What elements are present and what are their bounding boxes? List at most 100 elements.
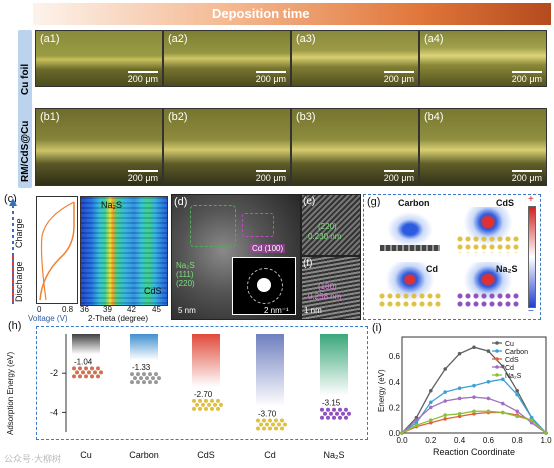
h-atom xyxy=(96,366,100,371)
h-bar-3 xyxy=(256,334,284,407)
h-atom xyxy=(277,422,281,427)
scale-bar: 200 μm xyxy=(511,170,542,183)
h-atom xyxy=(210,398,214,403)
i-series-line-0 xyxy=(401,346,547,434)
panel-e-plane: (220) xyxy=(318,222,337,231)
xrd-heatmap xyxy=(80,196,168,306)
colorbar xyxy=(528,206,536,308)
voltage-axis-label: Voltage (V) xyxy=(28,314,68,323)
h-atom xyxy=(219,402,223,407)
voltage-tick-1: 0.8 xyxy=(62,305,74,314)
i-x-tick-label: 0.0 xyxy=(396,436,408,445)
h-atom xyxy=(274,418,278,423)
panel-i-label: (i) xyxy=(372,322,382,334)
h-atom xyxy=(332,407,336,412)
i-x-tick-label: 0.8 xyxy=(512,436,524,445)
theta-axis-label: 2-Theta (degree) xyxy=(88,314,149,323)
h-atom xyxy=(274,426,278,431)
h-atom xyxy=(142,380,146,385)
panel-label: (a1) xyxy=(40,33,60,45)
h-atom xyxy=(213,402,217,407)
h-atom xyxy=(75,370,79,375)
panel-label: (a4) xyxy=(424,33,444,45)
charge-density-na2s xyxy=(452,262,524,312)
h-atom xyxy=(90,366,94,371)
h-atom xyxy=(84,366,88,371)
i-y-tick-label: 0.4 xyxy=(389,378,401,387)
side-label-rm: RM/CdS@Cu xyxy=(20,120,31,182)
scale-bar: 200 μm xyxy=(127,71,158,84)
na2s-tem-label: Na₂S xyxy=(176,261,195,270)
scale-bar: 200 μm xyxy=(511,71,542,84)
i-point xyxy=(443,399,447,403)
h-atom xyxy=(332,415,336,420)
theta-tick-45: 45 xyxy=(152,305,161,314)
h-atom xyxy=(256,418,260,423)
h-category-3: Cd xyxy=(264,450,276,460)
h-atom xyxy=(262,418,266,423)
h-atom xyxy=(87,370,91,375)
i-point xyxy=(501,410,505,415)
g-label-cds: CdS xyxy=(496,198,514,208)
h-atom xyxy=(323,411,327,416)
panel-f-d: 0.258 nm xyxy=(308,292,342,301)
i-point xyxy=(486,349,491,353)
i-legend-marker xyxy=(495,341,499,345)
h-value-label-3: -3.70 xyxy=(258,410,277,419)
h-atom xyxy=(93,370,97,375)
scale-bar: 200 μm xyxy=(127,170,158,183)
h-atom xyxy=(344,415,348,420)
h-atom xyxy=(326,415,330,420)
i-legend-marker xyxy=(495,349,499,353)
panel-f-label: (f) xyxy=(303,258,313,269)
i-x-tick-label: 0.6 xyxy=(483,436,495,445)
i-point xyxy=(515,414,519,419)
i-point xyxy=(472,412,476,416)
panel-h-frame xyxy=(36,326,368,440)
watermark: 公众号·大柳树 xyxy=(4,454,61,464)
i-legend-marker xyxy=(495,373,499,377)
tem-scale-left: 5 nm xyxy=(178,306,196,315)
i-point xyxy=(529,415,534,420)
i-legend-label-0: Cu xyxy=(505,341,514,348)
h-category-2: CdS xyxy=(197,450,215,460)
hrtem-e xyxy=(301,194,361,256)
h-atom xyxy=(81,370,85,375)
h-value-label-4: -3.15 xyxy=(322,399,341,408)
h-atom xyxy=(283,422,287,427)
i-plot-frame xyxy=(401,336,547,434)
panel-label: (b3) xyxy=(296,111,316,123)
h-category-0: Cu xyxy=(80,450,92,460)
i-point xyxy=(515,409,519,414)
panel-g-label: (g) xyxy=(367,196,381,208)
h-atom xyxy=(130,380,134,385)
h-atom xyxy=(133,376,137,381)
i-point xyxy=(501,377,505,382)
i-point xyxy=(443,390,447,394)
i-x-tick-label: 0.2 xyxy=(425,436,437,445)
scale-bar: 200 μm xyxy=(383,71,414,84)
h-atom xyxy=(198,406,202,411)
i-point xyxy=(457,351,462,356)
h-atom xyxy=(145,376,149,381)
h-atom xyxy=(320,415,324,420)
g-label-na2s: Na₂S xyxy=(496,264,518,274)
i-legend-label-2: CdS xyxy=(505,357,519,364)
h-atom xyxy=(154,372,158,377)
h-atom xyxy=(268,426,272,431)
i-point xyxy=(457,386,462,390)
charge-density-carbon xyxy=(374,207,446,257)
i-point xyxy=(414,418,419,422)
h-atom xyxy=(280,426,284,431)
i-point xyxy=(457,412,462,416)
h-value-label-0: -1.04 xyxy=(74,357,93,366)
h-atom xyxy=(326,407,330,412)
h-value-label-2: -2.70 xyxy=(194,390,213,399)
h-atom xyxy=(139,376,143,381)
micrograph-a4: (a4) 200 μm xyxy=(419,30,547,87)
scale-bar: 200 μm xyxy=(383,170,414,183)
panel-f-scale: 1 nm xyxy=(304,306,322,315)
h-atom xyxy=(136,380,140,385)
i-y-tick-label: 0.6 xyxy=(389,352,401,361)
h-bar-2 xyxy=(192,334,220,387)
